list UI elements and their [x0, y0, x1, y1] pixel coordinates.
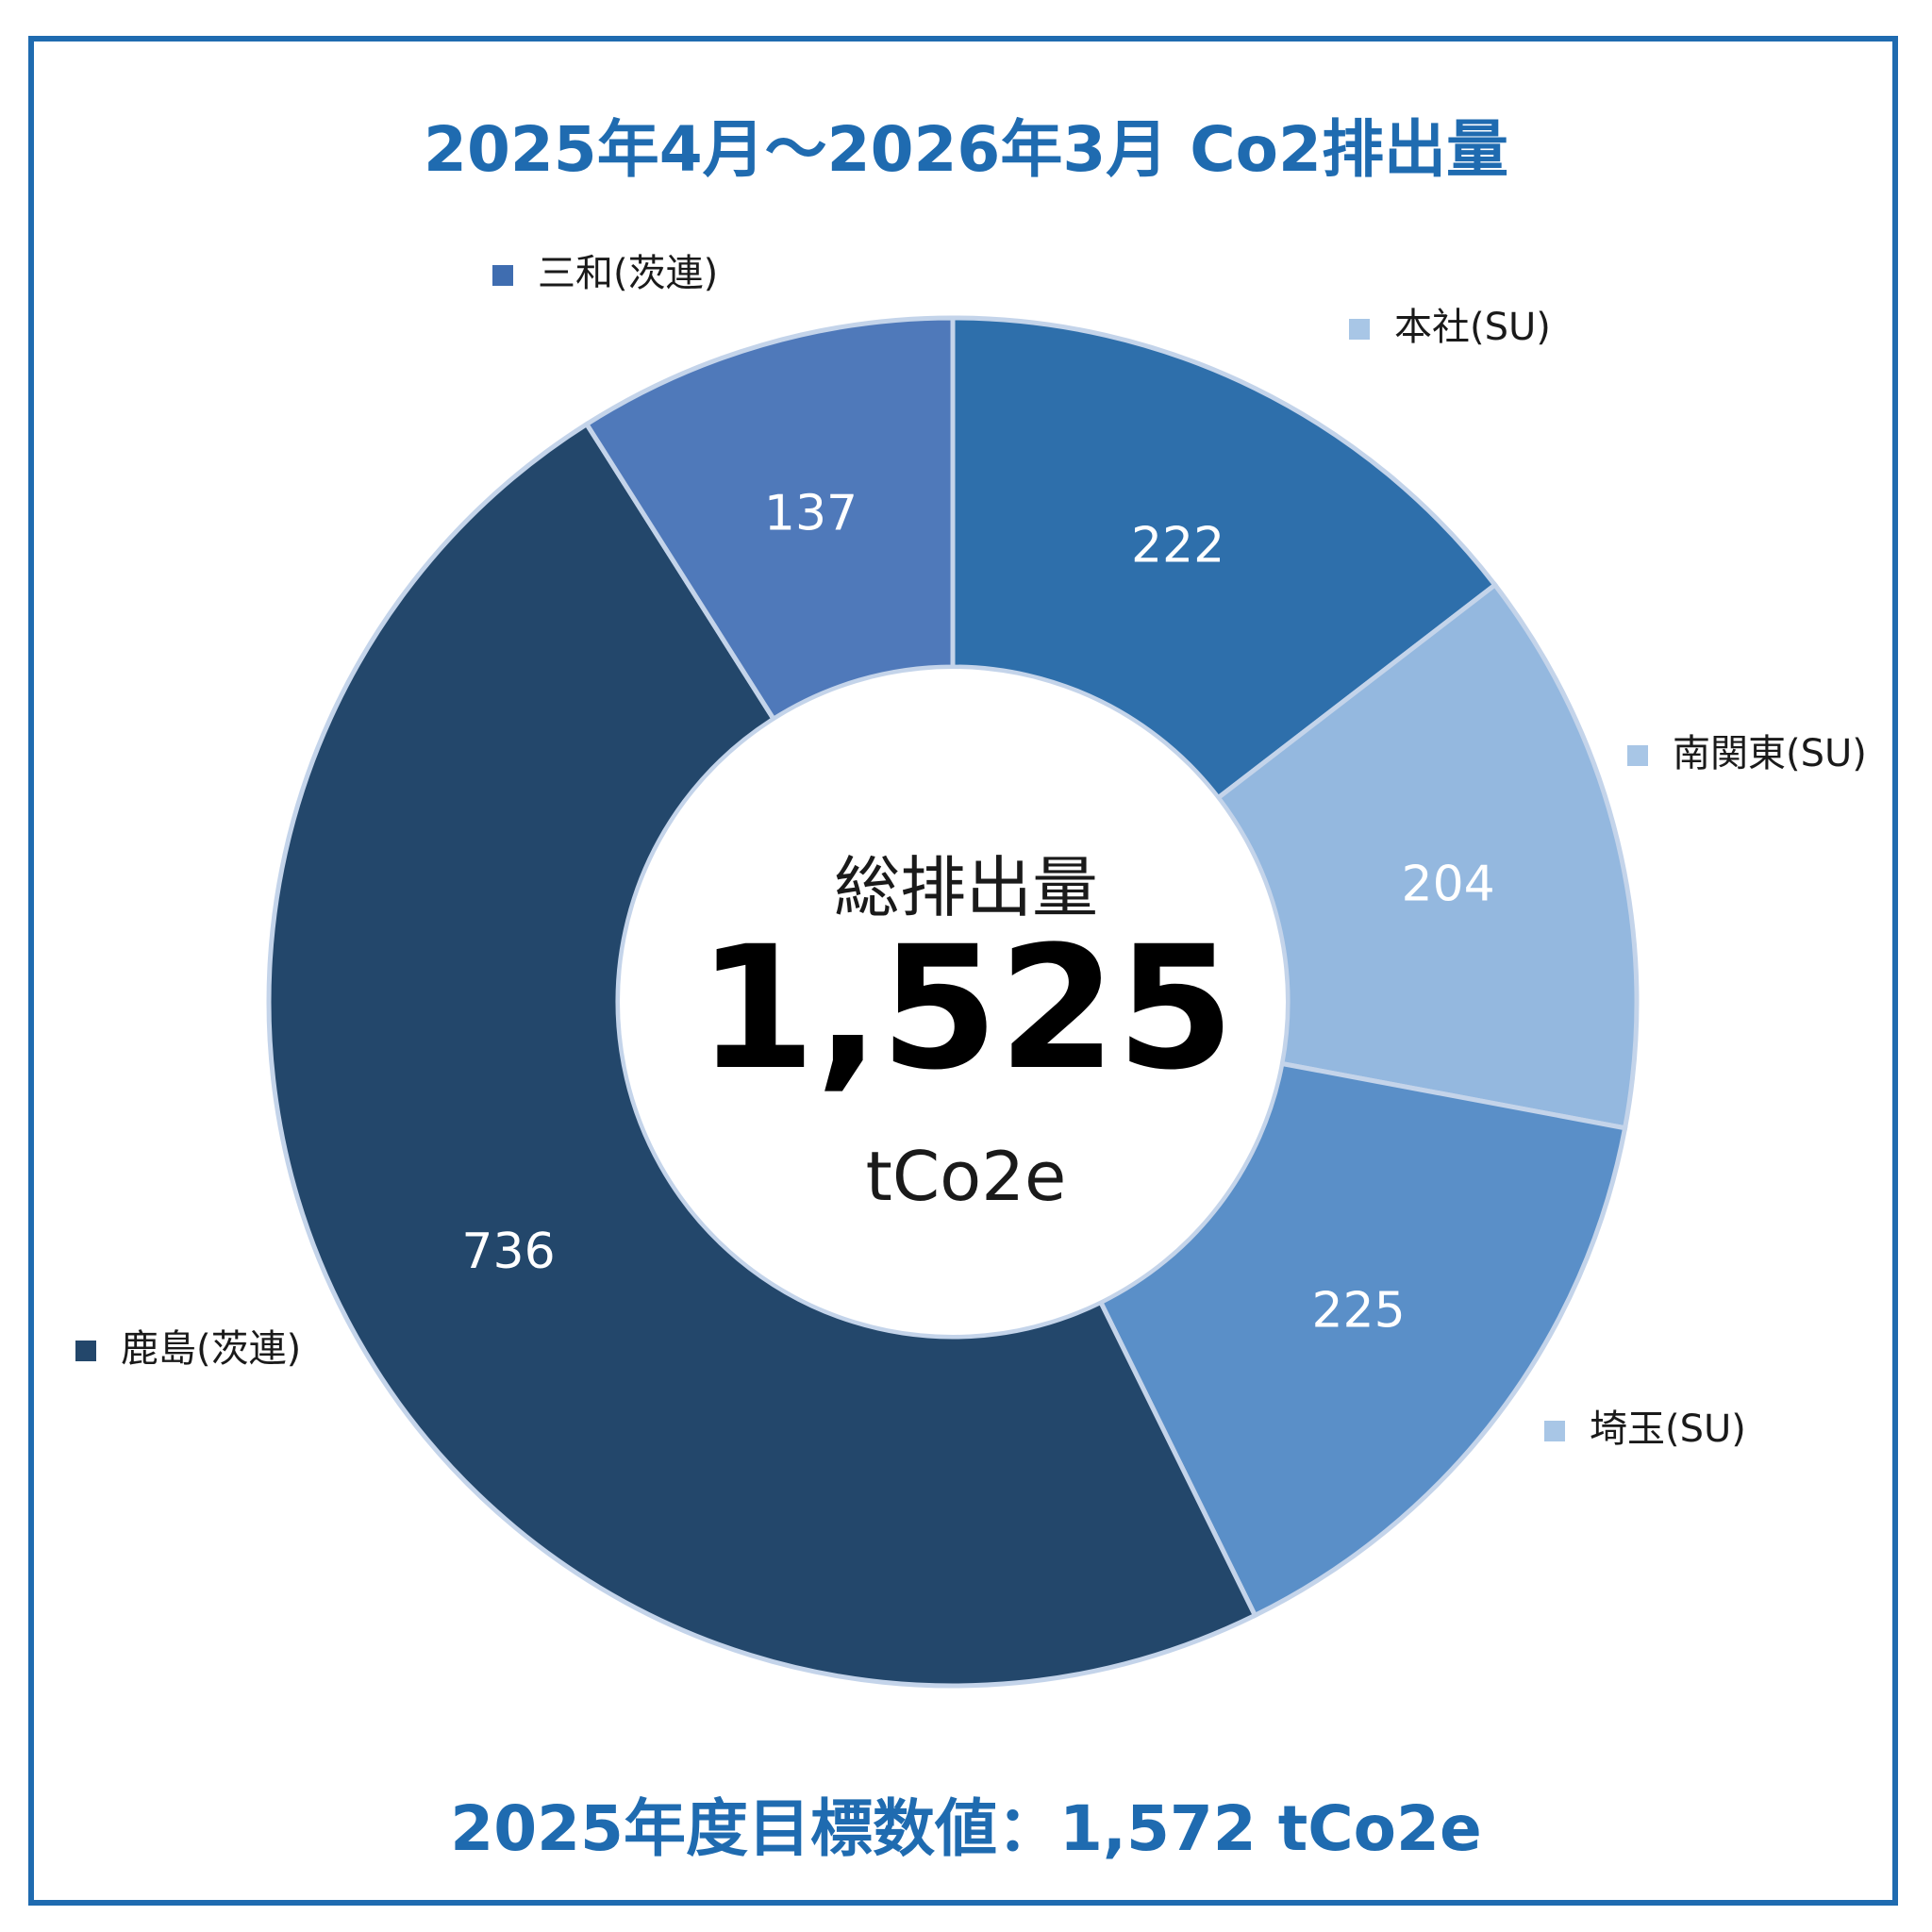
slice-value-label: 222 [1131, 518, 1224, 575]
legend-swatch [75, 1341, 96, 1361]
target-text: 2025年度目標数値：1,572 tCo2e [450, 1792, 1482, 1865]
legend-swatch [492, 265, 513, 286]
center-total: 1,525 [697, 910, 1235, 1108]
donut-slice [583, 315, 956, 723]
slice-value-label: 204 [1402, 856, 1495, 912]
legend-label: 南関東(SU) [1673, 732, 1867, 775]
legend-label: 三和(茨連) [538, 252, 718, 295]
center-unit: tCo2e [865, 1137, 1067, 1216]
legend-label: 鹿島(茨連) [121, 1327, 301, 1371]
legend-swatch [1627, 745, 1648, 766]
chart-frame [28, 36, 1898, 1906]
donut-slice [950, 315, 1499, 802]
donut-slice [1214, 581, 1640, 1131]
donut-slice [1097, 1060, 1628, 1619]
legend-label: 本社(SU) [1394, 306, 1551, 349]
donut-hole [620, 669, 1286, 1335]
slice-value-label: 736 [461, 1224, 555, 1280]
chart-title: 2025年4月～2026年3月 Co2排出量 [424, 113, 1508, 186]
slice-value-label: 137 [764, 485, 858, 541]
slice-value-label: 225 [1311, 1283, 1405, 1340]
legend-label: 埼玉(SU) [1590, 1407, 1746, 1451]
legend-swatch [1544, 1421, 1565, 1441]
donut-slice [266, 421, 1258, 1689]
legend-swatch [1349, 319, 1370, 340]
center-label: 総排出量 [834, 849, 1098, 926]
